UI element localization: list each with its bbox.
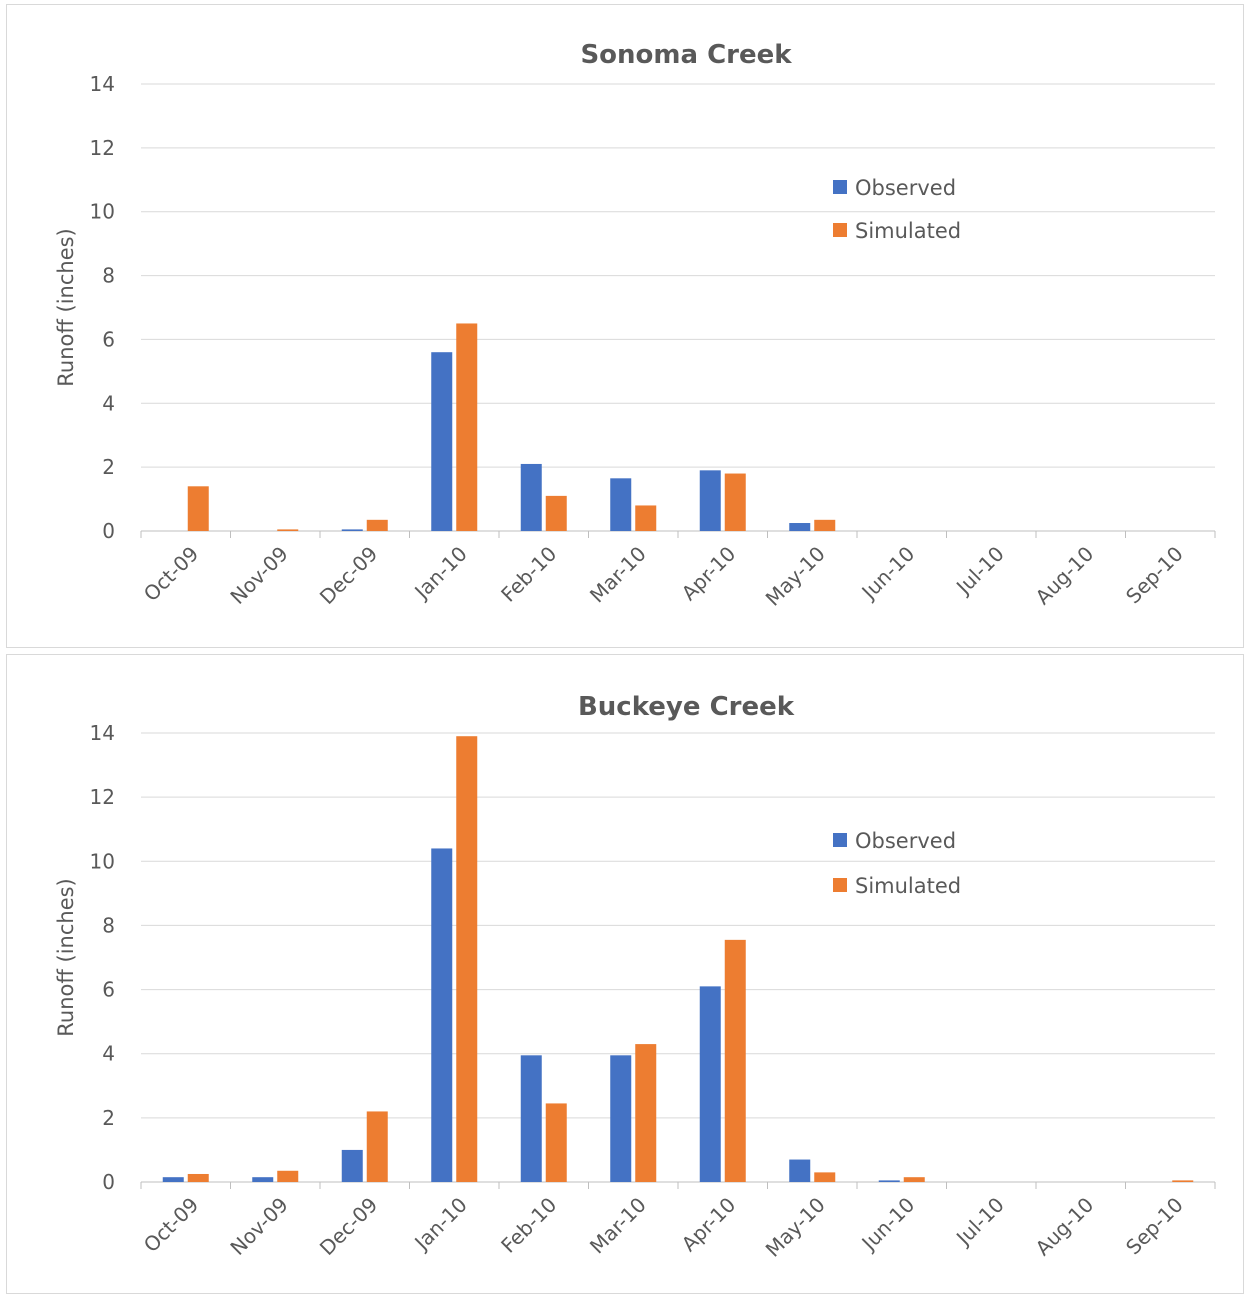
chart-panel-sonoma: Sonoma Creek 0 2 4 6 8 10 12 14 Oct-09 Nov-09 Dec-0…: [6, 4, 1244, 648]
y-tick-label: 6: [102, 327, 115, 351]
bar-simulated-oct-09: [188, 486, 209, 531]
x-tick-label: Jan-10: [408, 542, 471, 605]
y-tick-label: 14: [90, 721, 115, 745]
bar-simulated-sep-10: [1172, 1180, 1193, 1182]
bar-observed-feb-10: [521, 1055, 542, 1182]
chart-buckeye-creek: Buckeye Creek 0 2 4 6 8 10 12 14 Oct-09 Nov-09 Dec-…: [7, 655, 1243, 1293]
x-tick-label: Sep-10: [1121, 542, 1188, 609]
bar-observed-may-10: [789, 1160, 810, 1182]
y-tick-label: 4: [102, 1042, 115, 1066]
bar-simulated-may-10: [814, 520, 835, 531]
x-tick-label: Nov-09: [225, 1193, 292, 1260]
bar-simulated-oct-09: [188, 1174, 209, 1182]
bar-observed-may-10: [789, 523, 810, 531]
bar-simulated-jan-10: [456, 323, 477, 531]
y-tick-label: 8: [102, 913, 115, 937]
x-tick-label: Sep-10: [1121, 1193, 1188, 1260]
legend-label-simulated: Simulated: [855, 219, 961, 243]
x-tick-label: Apr-10: [677, 1193, 741, 1257]
x-tick-label: Aug-10: [1031, 542, 1099, 610]
bar-simulated-dec-09: [367, 520, 388, 531]
x-tick-label: Dec-09: [315, 1193, 382, 1260]
x-tick-label: Jul-10: [950, 1193, 1009, 1252]
x-tick-label: Apr-10: [677, 542, 741, 606]
x-tick-label: Oct-09: [139, 1193, 204, 1258]
chart-title: Sonoma Creek: [580, 40, 792, 70]
legend-label-observed: Observed: [855, 176, 956, 200]
y-tick-label: 10: [90, 849, 115, 873]
chart-sonoma-creek: Sonoma Creek 0 2 4 6 8 10 12 14 Oct-09 Nov-09 Dec-0…: [7, 5, 1243, 647]
y-tick-label: 2: [102, 1106, 115, 1130]
y-axis-label: Runoff (inches): [54, 878, 78, 1037]
bar-observed-apr-10: [700, 470, 721, 531]
x-tick-label: Nov-09: [225, 542, 292, 609]
x-tick-label: Oct-09: [139, 542, 204, 607]
bar-observed-nov-09: [252, 1177, 273, 1182]
x-tick-label: May-10: [761, 1193, 830, 1262]
bar-observed-mar-10: [610, 1055, 631, 1182]
bar-simulated-mar-10: [635, 1044, 656, 1182]
x-tick-label: Jan-10: [408, 1193, 471, 1256]
bar-observed-jan-10: [431, 848, 452, 1182]
bar-observed-jun-10: [879, 1180, 900, 1182]
bar-simulated-dec-09: [367, 1111, 388, 1182]
x-tick-label: Feb-10: [496, 542, 561, 607]
bar-observed-apr-10: [700, 986, 721, 1182]
bar-observed-jan-10: [431, 352, 452, 531]
legend-label-simulated: Simulated: [855, 874, 961, 898]
bar-observed-mar-10: [610, 478, 631, 531]
x-tick-label: Dec-09: [315, 542, 382, 609]
bar-observed-dec-09: [342, 1150, 363, 1182]
y-axis-label: Runoff (inches): [54, 228, 78, 387]
bar-simulated-mar-10: [635, 505, 656, 531]
x-tick-label: Aug-10: [1031, 1193, 1099, 1261]
bar-observed-dec-09: [342, 529, 363, 531]
y-tick-label: 6: [102, 978, 115, 1002]
x-tick-label: Jun-10: [856, 1193, 920, 1257]
y-tick-label: 8: [102, 264, 115, 288]
legend-swatch-simulated: [833, 878, 847, 892]
x-tick-label: Jul-10: [950, 542, 1009, 601]
y-tick-label: 0: [102, 519, 115, 543]
x-tick-label: Jun-10: [856, 542, 920, 606]
legend-swatch-observed: [833, 833, 847, 847]
chart-title: Buckeye Creek: [578, 692, 795, 722]
y-tick-label: 12: [90, 136, 115, 160]
bar-simulated-nov-09: [277, 1171, 298, 1182]
bar-simulated-feb-10: [546, 1103, 567, 1182]
y-tick-label: 10: [90, 200, 115, 224]
x-tick-label: Mar-10: [585, 1193, 651, 1259]
y-tick-label: 4: [102, 391, 115, 415]
bar-simulated-feb-10: [546, 496, 567, 531]
bar-observed-feb-10: [521, 464, 542, 531]
y-tick-label: 0: [102, 1170, 115, 1194]
bar-simulated-apr-10: [725, 474, 746, 531]
bar-simulated-nov-09: [277, 529, 298, 531]
x-tick-label: Feb-10: [496, 1193, 561, 1258]
x-tick-label: May-10: [761, 542, 830, 611]
legend-swatch-simulated: [833, 223, 847, 237]
x-tick-label: Mar-10: [585, 542, 651, 608]
y-tick-label: 14: [90, 72, 115, 96]
legend-swatch-observed: [833, 180, 847, 194]
bar-simulated-may-10: [814, 1172, 835, 1182]
bar-simulated-apr-10: [725, 940, 746, 1182]
y-tick-label: 12: [90, 785, 115, 809]
bar-simulated-jan-10: [456, 736, 477, 1182]
legend-label-observed: Observed: [855, 829, 956, 853]
chart-panel-buckeye: Buckeye Creek 0 2 4 6 8 10 12 14 Oct-09 Nov-09 Dec-…: [6, 654, 1244, 1294]
bar-simulated-jun-10: [904, 1177, 925, 1182]
bar-observed-oct-09: [163, 1177, 184, 1182]
y-tick-label: 2: [102, 455, 115, 479]
